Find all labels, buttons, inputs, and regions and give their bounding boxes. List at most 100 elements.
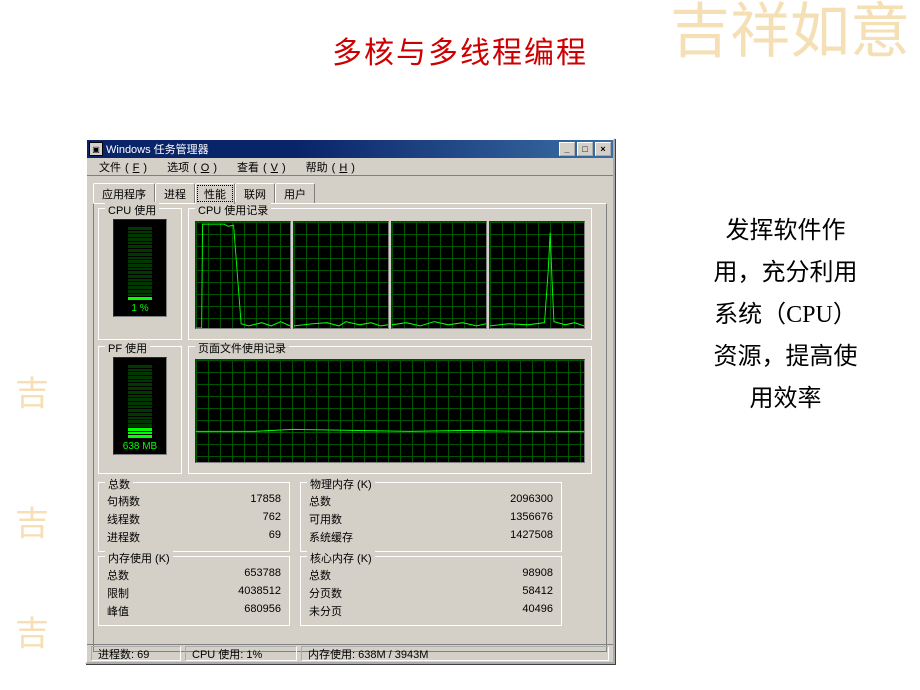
- menu-file[interactable]: 文件(F): [91, 158, 151, 176]
- meter-bar: [128, 391, 152, 394]
- totals-key: 进程数: [107, 529, 140, 545]
- pf-usage-value: 638 MB: [114, 441, 166, 452]
- meter-bar: [128, 409, 152, 412]
- meter-bar: [128, 380, 152, 383]
- label-physmem: 物理内存 (K): [307, 476, 375, 492]
- meter-bar: [128, 383, 152, 386]
- meter-bar: [128, 290, 152, 293]
- physmem-value: 1356676: [510, 511, 553, 527]
- commit-row: 限制 4038512: [105, 585, 283, 601]
- meter-bar: [128, 238, 152, 241]
- group-totals: 总数 句柄数17858线程数762进程数69: [98, 482, 290, 552]
- slide-side-text: 发挥软件作用，充分利用系统（CPU）资源，提高使用效率: [703, 210, 868, 420]
- meter-bar: [128, 417, 152, 420]
- meter-bar: [128, 413, 152, 416]
- group-commit-charge: 内存使用 (K) 总数653788限制4038512峰值680956: [98, 556, 290, 626]
- label-pf-history: 页面文件使用记录: [195, 340, 289, 356]
- app-icon: ▣: [89, 142, 103, 156]
- graph-cpu-core-2: [391, 221, 487, 329]
- physmem-value: 2096300: [510, 493, 553, 509]
- kernel-key: 未分页: [309, 603, 342, 619]
- label-cpu-usage: CPU 使用: [105, 202, 159, 218]
- physmem-row: 系统缓存 1427508: [307, 529, 555, 545]
- commit-value: 680956: [244, 603, 281, 619]
- meter-bar: [128, 245, 152, 248]
- physmem-key: 可用数: [309, 511, 342, 527]
- kernel-value: 40496: [522, 603, 553, 619]
- meter-bar: [128, 249, 152, 252]
- group-physical-memory: 物理内存 (K) 总数2096300可用数1356676系统缓存1427508: [300, 482, 562, 552]
- totals-key: 句柄数: [107, 493, 140, 509]
- totals-row: 句柄数 17858: [105, 493, 283, 509]
- meter-bar: [128, 286, 152, 289]
- tab-performance[interactable]: 性能: [195, 183, 235, 204]
- kernel-row: 分页数 58412: [307, 585, 555, 601]
- meter-bar: [128, 406, 152, 409]
- label-kernel: 核心内存 (K): [307, 550, 375, 566]
- label-commit: 内存使用 (K): [105, 550, 173, 566]
- task-manager-window: ▣ Windows 任务管理器 _ □ × 文件(F) 选项(O) 查看(V) …: [85, 138, 615, 664]
- label-totals: 总数: [105, 476, 133, 492]
- graph-pf-history: [195, 359, 585, 463]
- status-memory: 内存使用: 638M / 3943M: [301, 646, 609, 661]
- kernel-value: 98908: [522, 567, 553, 583]
- totals-key: 线程数: [107, 511, 140, 527]
- kernel-key: 总数: [309, 567, 331, 583]
- graph-cpu-core-1: [293, 221, 389, 329]
- tab-applications[interactable]: 应用程序: [93, 183, 155, 204]
- tab-users[interactable]: 用户: [275, 183, 315, 204]
- maximize-button[interactable]: □: [577, 142, 593, 156]
- meter-cpu: 1 %: [113, 219, 167, 317]
- group-cpu-history: CPU 使用记录: [188, 208, 592, 340]
- menu-options[interactable]: 选项(O): [159, 158, 221, 176]
- meter-bar: [128, 372, 152, 375]
- physmem-row: 总数 2096300: [307, 493, 555, 509]
- commit-key: 峰值: [107, 603, 129, 619]
- meter-bar: [128, 264, 152, 267]
- meter-bar: [128, 268, 152, 271]
- tab-body-performance: CPU 使用 1 % CPU 使用记录 PF 使用 638 MB 页面文件使用记…: [93, 203, 607, 652]
- kernel-key: 分页数: [309, 585, 342, 601]
- totals-value: 17858: [250, 493, 281, 509]
- menu-view[interactable]: 查看(V): [229, 158, 290, 176]
- physmem-value: 1427508: [510, 529, 553, 545]
- commit-value: 4038512: [238, 585, 281, 601]
- totals-value: 69: [269, 529, 281, 545]
- label-cpu-history: CPU 使用记录: [195, 202, 271, 218]
- meter-bar: [128, 282, 152, 285]
- close-button[interactable]: ×: [595, 142, 611, 156]
- meter-bar: [128, 432, 152, 435]
- titlebar[interactable]: ▣ Windows 任务管理器 _ □ ×: [87, 140, 613, 158]
- meter-bar: [128, 424, 152, 427]
- meter-bar: [128, 260, 152, 263]
- group-cpu-usage: CPU 使用 1 %: [98, 208, 182, 340]
- physmem-key: 系统缓存: [309, 529, 353, 545]
- meter-bar: [128, 234, 152, 237]
- group-kernel-memory: 核心内存 (K) 总数98908分页数58412未分页40496: [300, 556, 562, 626]
- totals-row: 线程数762: [105, 511, 283, 527]
- physmem-key: 总数: [309, 493, 331, 509]
- label-pf-usage: PF 使用: [105, 340, 150, 356]
- tab-networking[interactable]: 联网: [235, 183, 275, 204]
- totals-row: 进程数 69: [105, 529, 283, 545]
- group-pf-history: 页面文件使用记录: [188, 346, 592, 474]
- tab-processes[interactable]: 进程: [155, 183, 195, 204]
- kernel-value: 58412: [522, 585, 553, 601]
- meter-bar: [128, 376, 152, 379]
- meter-bar: [128, 395, 152, 398]
- meter-bar: [128, 279, 152, 282]
- graph-cpu-core-0: [195, 221, 291, 329]
- kernel-row: 总数 98908: [307, 567, 555, 583]
- menu-help[interactable]: 帮助(H): [298, 158, 359, 176]
- meter-bar: [128, 369, 152, 372]
- physmem-row: 可用数 1356676: [307, 511, 555, 527]
- decoration-top-right: 吉祥如意: [670, 5, 910, 59]
- meter-bar: [128, 271, 152, 274]
- meter-bar: [128, 257, 152, 260]
- meter-bar: [128, 294, 152, 297]
- minimize-button[interactable]: _: [559, 142, 575, 156]
- commit-key: 限制: [107, 585, 129, 601]
- cpu-usage-value: 1 %: [114, 303, 166, 314]
- decoration-left-2: 吉: [15, 510, 49, 541]
- meter-bar: [128, 398, 152, 401]
